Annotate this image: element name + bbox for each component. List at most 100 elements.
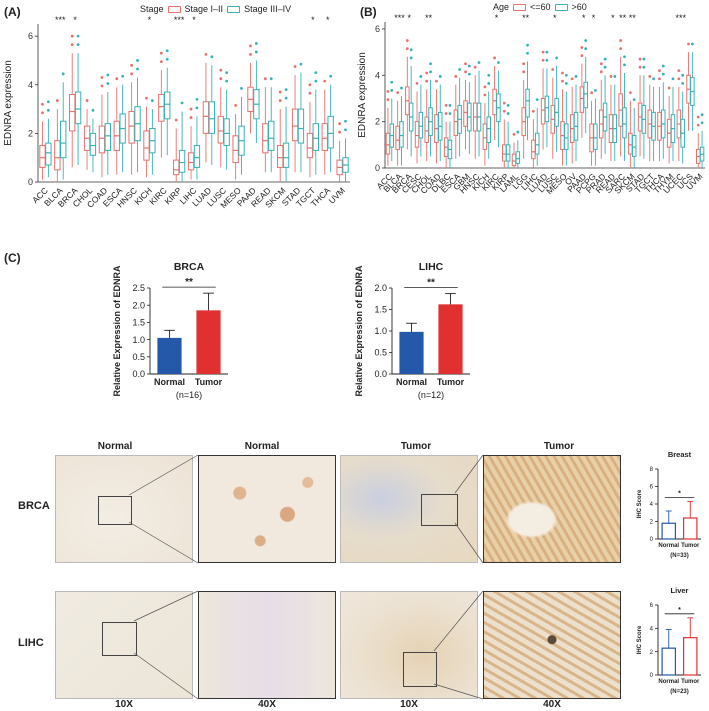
outlier-point — [541, 50, 545, 54]
outlier-point — [159, 51, 163, 55]
outlier-point — [405, 39, 409, 42]
outlier-point — [390, 80, 394, 84]
panel-a-legend-item-2: Stage III–IV — [244, 4, 292, 14]
outlier-point — [541, 58, 545, 62]
outlier-point — [219, 68, 223, 72]
box — [540, 97, 546, 125]
box — [232, 135, 239, 164]
zoom-connectors — [128, 454, 484, 700]
box — [502, 144, 507, 162]
y-axis-label: EDNRA expression — [3, 60, 14, 146]
significance-marker: *** — [174, 15, 185, 25]
y-tick-label: 0 — [650, 537, 654, 543]
significance-marker: ** — [185, 277, 193, 288]
box — [544, 95, 550, 123]
outlier-point — [249, 52, 252, 56]
box — [89, 132, 97, 156]
outlier-point — [564, 82, 568, 85]
outlier-point — [136, 67, 139, 71]
outlier-point — [700, 121, 704, 125]
box — [297, 108, 305, 144]
box — [69, 93, 76, 132]
outlier-point — [70, 34, 74, 38]
box — [158, 93, 165, 122]
box — [579, 86, 585, 113]
significance-marker: * — [148, 15, 152, 25]
outlier-point — [477, 61, 481, 64]
significance-marker: ** — [522, 13, 530, 23]
outlier-point — [628, 91, 632, 95]
y-axis-label: EDNRA expression — [357, 52, 368, 138]
outlier-point — [599, 62, 603, 66]
y-tick-label: 2 — [375, 117, 380, 127]
outlier-point — [415, 82, 419, 85]
outlier-point — [535, 98, 539, 102]
outlier-point — [555, 56, 559, 60]
ihc-col-label-3: Tumor — [400, 441, 432, 452]
box — [187, 152, 195, 171]
outlier-point — [46, 100, 50, 104]
y-tick-label: 6 — [28, 31, 33, 41]
outlier-point — [497, 61, 500, 64]
bar — [196, 310, 221, 374]
x-tick-label: Tumor — [437, 377, 465, 387]
bar — [399, 331, 424, 374]
box — [593, 123, 598, 150]
box — [104, 123, 111, 151]
outlier-point — [55, 99, 59, 102]
box — [277, 145, 284, 168]
box — [564, 123, 569, 150]
y-tick-label: 4 — [375, 70, 380, 80]
outlier-point — [483, 85, 487, 89]
box — [202, 101, 210, 134]
outlier-point — [284, 96, 288, 100]
outlier-point — [658, 77, 661, 81]
bar-chart-brca-qpcr: BRCA 0.0 0.5 1.0 1.5 2.0 2.5 Relative Expressio… — [112, 261, 228, 400]
y-tick-label: 2.0 — [374, 283, 387, 293]
box — [54, 140, 61, 171]
outlier-point — [638, 65, 642, 69]
box — [98, 125, 106, 154]
outlier-point — [219, 77, 223, 81]
outlier-point — [444, 112, 448, 115]
bar — [682, 517, 698, 540]
outlier-point — [390, 88, 394, 92]
outlier-point — [386, 90, 390, 93]
outlier-point — [254, 50, 258, 54]
outlier-point — [284, 88, 288, 92]
box — [418, 111, 424, 139]
outlier-point — [429, 70, 432, 74]
legend-swatch-age-old — [554, 3, 568, 11]
box — [178, 149, 186, 173]
outlier-point — [100, 76, 104, 79]
legend-swatch-stage-early — [167, 5, 181, 13]
bar-chart-liver-ihc: Liver 0 2 4 6 IHC Score Normal Tumor * (N=23) — [637, 586, 701, 695]
outlier-point — [570, 77, 574, 81]
micrograph-brca-tumor-40x — [483, 455, 621, 563]
significance-marker: * — [326, 15, 330, 25]
outlier-point — [603, 65, 607, 69]
x-tick-label: Tumor — [681, 543, 700, 549]
outlier-point — [458, 68, 462, 71]
mag-label-1: 10X — [115, 699, 133, 710]
outlier-point — [467, 64, 471, 68]
outlier-point — [506, 112, 510, 115]
outlier-point — [299, 62, 303, 66]
box — [312, 123, 319, 151]
outlier-point — [165, 57, 169, 61]
outlier-point — [46, 108, 50, 112]
outlier-point — [115, 77, 119, 81]
panel-b-legend-item-1: <=60 — [530, 2, 551, 12]
bar — [682, 637, 698, 676]
significance-marker: * — [611, 13, 615, 23]
box — [414, 121, 420, 148]
y-tick-label: 4 — [650, 502, 654, 508]
y-tick-label: 2 — [650, 650, 654, 656]
sample-size-label: (N=33) — [670, 553, 689, 559]
outlier-point — [419, 75, 423, 78]
outlier-point — [545, 50, 549, 54]
panel-a-label: (A) — [4, 5, 21, 19]
outlier-point — [599, 70, 603, 74]
outlier-point — [386, 98, 390, 102]
